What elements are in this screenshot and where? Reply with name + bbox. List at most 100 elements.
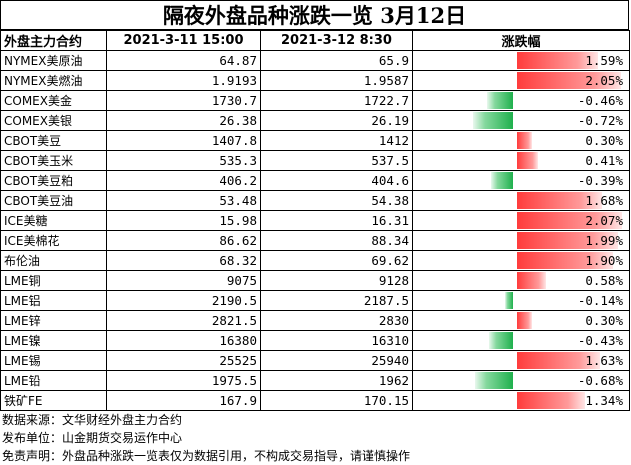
change-cell: 0.58% [412, 270, 630, 291]
table-row: NYMEX美燃油 1.9193 1.9587 2.05% [0, 70, 630, 91]
prev-price: 1975.5 [106, 370, 261, 391]
prev-price: 68.32 [106, 250, 261, 271]
change-bar [517, 212, 622, 229]
prev-price: 1.9193 [106, 70, 261, 91]
change-label: -0.14% [577, 293, 623, 308]
footer-source: 数据来源：文华财经外盘主力合约 [2, 413, 183, 427]
table-row: CBOT美豆 1407.8 1412 0.30% [0, 130, 630, 151]
contract-name: LME铜 [0, 270, 107, 291]
header-curr-time: 2021-3-12 8:30 [260, 30, 413, 51]
change-label: -0.72% [577, 113, 623, 128]
contract-name: CBOT美豆粕 [0, 170, 107, 191]
change-bar [487, 92, 513, 109]
change-bar [473, 112, 513, 129]
change-cell: 0.41% [412, 150, 630, 171]
contract-name: CBOT美豆 [0, 130, 107, 151]
change-label: 0.58% [585, 273, 623, 288]
prev-price: 16380 [106, 330, 261, 351]
change-cell: -0.43% [412, 330, 630, 351]
table-row: COMEX美银 26.38 26.19 -0.72% [0, 110, 630, 131]
change-label: -0.68% [577, 373, 623, 388]
table-row: LME锌 2821.5 2830 0.30% [0, 310, 630, 331]
curr-price: 16310 [260, 330, 413, 351]
prev-price: 15.98 [106, 210, 261, 231]
sheet-title: 隔夜外盘品种涨跌一览 3月12日 [0, 0, 629, 30]
change-label: 1.34% [585, 393, 623, 408]
change-bar [517, 132, 532, 149]
prev-price: 406.2 [106, 170, 261, 191]
change-bar [517, 312, 532, 329]
contract-name: NYMEX美燃油 [0, 70, 107, 91]
table-row: CBOT美豆油 53.48 54.38 1.68% [0, 190, 630, 211]
contract-name: LME铅 [0, 370, 107, 391]
curr-price: 170.15 [260, 390, 413, 411]
contract-name: NYMEX美原油 [0, 50, 107, 71]
change-cell: -0.39% [412, 170, 630, 191]
prev-price: 86.62 [106, 230, 261, 251]
table-row: LME铜 9075 9128 0.58% [0, 270, 630, 291]
header-prev-time: 2021-3-11 15:00 [106, 30, 261, 51]
change-cell: 1.99% [412, 230, 630, 251]
change-label: 1.90% [585, 253, 623, 268]
price-table: 外盘主力合约 2021-3-11 15:00 2021-3-12 8:30 涨跌… [0, 30, 630, 411]
prev-price: 53.48 [106, 190, 261, 211]
table-row: LME锡 25525 25940 1.63% [0, 350, 630, 371]
change-cell: -0.72% [412, 110, 630, 131]
curr-price: 26.19 [260, 110, 413, 131]
curr-price: 1412 [260, 130, 413, 151]
change-bar [517, 272, 546, 289]
table-row: LME镍 16380 16310 -0.43% [0, 330, 630, 351]
change-label: 2.07% [585, 213, 623, 228]
change-label: 0.41% [585, 153, 623, 168]
change-bar [517, 72, 621, 89]
contract-name: LME锡 [0, 350, 107, 371]
prev-price: 25525 [106, 350, 261, 371]
prev-price: 167.9 [106, 390, 261, 411]
header-change: 涨跌幅 [412, 30, 630, 51]
change-cell: 1.63% [412, 350, 630, 371]
table-row: LME铅 1975.5 1962 -0.68% [0, 370, 630, 391]
curr-price: 2830 [260, 310, 413, 331]
change-label: -0.43% [577, 333, 623, 348]
change-bar [475, 372, 513, 389]
footer-disclaimer: 免责声明：外盘品种涨跌一览表仅为数据引用，不构成交易指导，请谨慎操作 [2, 449, 411, 463]
table-row: COMEX美金 1730.7 1722.7 -0.46% [0, 90, 630, 111]
curr-price: 54.38 [260, 190, 413, 211]
change-cell: 0.30% [412, 130, 630, 151]
prev-price: 1730.7 [106, 90, 261, 111]
change-cell: -0.14% [412, 290, 630, 311]
table-row: ICE美棉花 86.62 88.34 1.99% [0, 230, 630, 251]
change-label: 1.99% [585, 233, 623, 248]
curr-price: 1722.7 [260, 90, 413, 111]
contract-name: ICE美棉花 [0, 230, 107, 251]
prev-price: 2821.5 [106, 310, 261, 331]
change-bar [489, 332, 513, 349]
table-row: NYMEX美原油 64.87 65.9 1.59% [0, 50, 630, 71]
change-label: -0.46% [577, 93, 623, 108]
curr-price: 25940 [260, 350, 413, 371]
change-label: 1.63% [585, 353, 623, 368]
table-row: CBOT美豆粕 406.2 404.6 -0.39% [0, 170, 630, 191]
table-row: LME铝 2190.5 2187.5 -0.14% [0, 290, 630, 311]
contract-name: CBOT美豆油 [0, 190, 107, 211]
change-cell: 0.30% [412, 310, 630, 331]
change-bar [517, 232, 618, 249]
contract-name: 铁矿FE [0, 390, 107, 411]
change-cell: -0.46% [412, 90, 630, 111]
contract-name: LME锌 [0, 310, 107, 331]
change-label: 1.68% [585, 193, 623, 208]
table-row: CBOT美玉米 535.3 537.5 0.41% [0, 150, 630, 171]
change-label: 0.30% [585, 313, 623, 328]
change-label: 2.05% [585, 73, 623, 88]
change-cell: 1.59% [412, 50, 630, 71]
curr-price: 88.34 [260, 230, 413, 251]
contract-name: LME铝 [0, 290, 107, 311]
prev-price: 64.87 [106, 50, 261, 71]
curr-price: 9128 [260, 270, 413, 291]
curr-price: 2187.5 [260, 290, 413, 311]
prev-price: 9075 [106, 270, 261, 291]
change-cell: 1.90% [412, 250, 630, 271]
table-row: ICE美糖 15.98 16.31 2.07% [0, 210, 630, 231]
curr-price: 65.9 [260, 50, 413, 71]
